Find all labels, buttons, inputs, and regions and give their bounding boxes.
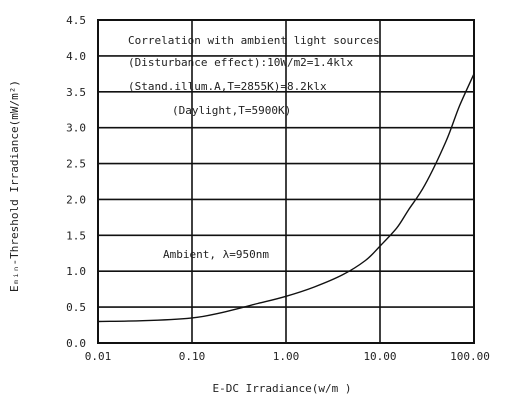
x-tick-label: 0.10 <box>179 350 206 363</box>
y-tick-label: 1.5 <box>66 229 86 242</box>
annotation-ambient: Ambient, λ=950nm <box>163 248 269 261</box>
x-tick-label: 10.00 <box>363 350 396 363</box>
plot-frame <box>97 19 475 344</box>
x-tick-labels: 0.01 0.10 1.00 10.00 100.00 <box>85 350 490 363</box>
x-tick-label: 100.00 <box>450 350 490 363</box>
y-tick-labels: 0.0 0.5 1.0 1.5 2.0 2.5 3.0 3.5 4.0 4.5 <box>66 14 86 350</box>
annotation-line-3: (Daylight,T=5900K) <box>172 104 291 117</box>
y-axis-title: Eₘᵢₙ-Threshold Irradiance(mW/m²) <box>8 80 21 292</box>
y-tick-label: 4.5 <box>66 14 86 27</box>
x-tick-label: 0.01 <box>85 350 112 363</box>
x-axis-title: E-DC Irradiance(w/m ) <box>212 382 351 395</box>
y-tick-label: 4.0 <box>66 50 86 63</box>
y-tick-label: 0.0 <box>66 337 86 350</box>
y-tick-label: 1.0 <box>66 265 86 278</box>
y-tick-label: 3.0 <box>66 122 86 135</box>
x-tick-label: 1.00 <box>273 350 300 363</box>
y-tick-label: 2.0 <box>66 193 86 206</box>
y-tick-label: 0.5 <box>66 301 86 314</box>
threshold-curve <box>97 73 475 323</box>
annotation-heading: Correlation with ambient light sources <box>128 34 380 47</box>
annotation-line-2: (Stand.illum.A,T=2855K)=8.2klx <box>128 80 327 93</box>
annotation-line-1: (Disturbance effect):10W/m2=1.4klx <box>128 56 354 69</box>
y-tick-label: 3.5 <box>66 86 86 99</box>
y-tick-label: 2.5 <box>66 158 86 171</box>
